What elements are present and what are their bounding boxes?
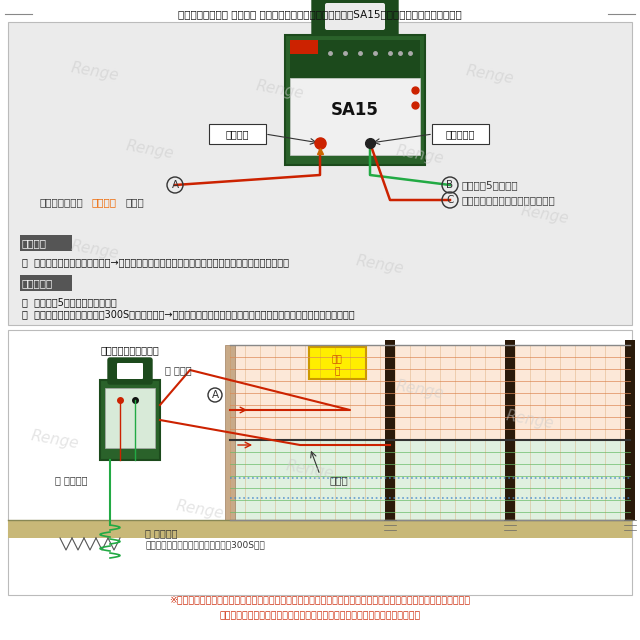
Text: Ａ 出力線: Ａ 出力線 [165, 365, 191, 375]
Bar [505, 340, 515, 520]
Text: へ接続: へ接続 [126, 197, 145, 207]
Bar [8, 520, 632, 538]
Text: C: C [446, 195, 454, 205]
Bar [20, 275, 72, 291]
Bar [105, 388, 155, 448]
FancyBboxPatch shape [309, 347, 366, 379]
Bar [625, 340, 635, 520]
FancyBboxPatch shape [108, 358, 152, 384]
Text: A: A [172, 180, 179, 190]
FancyBboxPatch shape [117, 363, 143, 379]
Text: Renge: Renge [395, 378, 445, 402]
Bar [8, 330, 632, 595]
Bar [290, 40, 318, 54]
FancyBboxPatch shape [209, 124, 266, 144]
Text: Ｃ アース線: Ｃ アース線 [145, 528, 177, 538]
Text: Renge: Renge [70, 60, 120, 84]
Text: Ｃ  付属の「ワニグチコネクト300S黒」の端子　→　エレキネットのマイナス線（黒色）を黒色のクリップではさみます: Ｃ 付属の「ワニグチコネクト300S黒」の端子 → エレキネットのマイナス線（黒… [22, 309, 355, 319]
FancyBboxPatch shape [312, 0, 398, 38]
Text: 出力端子: 出力端子 [226, 129, 249, 139]
Bar [230, 345, 630, 440]
Text: Renge: Renge [520, 204, 570, 227]
Text: Ａ  出力コード（本器に付属）　→　エレキネットのプラス線（オレンジ色の横線）に巻きつけます: Ａ 出力コード（本器に付属） → エレキネットのプラス線（オレンジ色の横線）に巻… [22, 257, 289, 267]
Text: Renge: Renge [255, 78, 305, 102]
Text: 【本器の接続例】 タイガー ボーダーショック電気さく本器（SA15）を使用する場合の接続方法: 【本器の接続例】 タイガー ボーダーショック電気さく本器（SA15）を使用する場… [178, 9, 462, 19]
Text: エレキネットの: エレキネットの [40, 197, 84, 207]
Text: アース端子: アース端子 [446, 129, 475, 139]
Bar [285, 35, 425, 165]
Text: （セットに付属のワニグチコネクト300S黒）: （セットに付属のワニグチコネクト300S黒） [145, 540, 265, 549]
Text: 中電: 中電 [332, 355, 342, 365]
Bar [100, 380, 160, 460]
Text: B: B [447, 180, 454, 190]
Text: Renge: Renge [395, 143, 445, 166]
Text: SA15: SA15 [331, 101, 379, 119]
Text: 柵: 柵 [334, 367, 340, 376]
FancyBboxPatch shape [432, 124, 489, 144]
Text: Renge: Renge [285, 458, 335, 482]
Bar [20, 235, 72, 251]
Bar [290, 40, 420, 78]
Bar [8, 22, 632, 325]
Text: アース端子: アース端子 [22, 278, 53, 288]
Bar [225, 345, 235, 520]
Bar [230, 440, 630, 520]
Text: Renge: Renge [70, 238, 120, 262]
Text: プラス線: プラス線 [92, 197, 117, 207]
Text: 渡り線: 渡り線 [330, 475, 349, 485]
Text: エレキネットのマイナス線へ接続: エレキネットのマイナス線へ接続 [462, 195, 556, 205]
Text: Renge: Renge [125, 138, 175, 162]
Text: Renge: Renge [175, 499, 225, 522]
Text: Ｂ アース線: Ｂ アース線 [55, 475, 88, 485]
Bar [290, 78, 420, 155]
Text: Renge: Renge [505, 408, 556, 431]
Text: A: A [211, 390, 219, 400]
Text: Renge: Renge [355, 253, 405, 276]
Text: ※本セットに電気さく本器は含まれておりませんので、別途ご用意いただくかオプションで本器を追加してください: ※本セットに電気さく本器は含まれておりませんので、別途ご用意いただくかオプション… [170, 595, 470, 605]
Text: Renge: Renge [465, 63, 515, 86]
Text: アース棒5連を接続: アース棒5連を接続 [462, 180, 518, 190]
FancyBboxPatch shape [325, 3, 385, 30]
Text: 本器の設置は、ご使用になられる機種の取扱説明書に従って設置してください: 本器の設置は、ご使用になられる機種の取扱説明書に従って設置してください [220, 611, 420, 621]
Text: 出力端子: 出力端子 [22, 238, 47, 248]
Text: Renge: Renge [29, 428, 80, 452]
Text: 電気さく本器（別売）: 電気さく本器（別売） [100, 345, 159, 355]
Text: Ｂ  アース棒5連からのアース端子: Ｂ アース棒5連からのアース端子 [22, 297, 116, 307]
Bar [385, 340, 395, 520]
